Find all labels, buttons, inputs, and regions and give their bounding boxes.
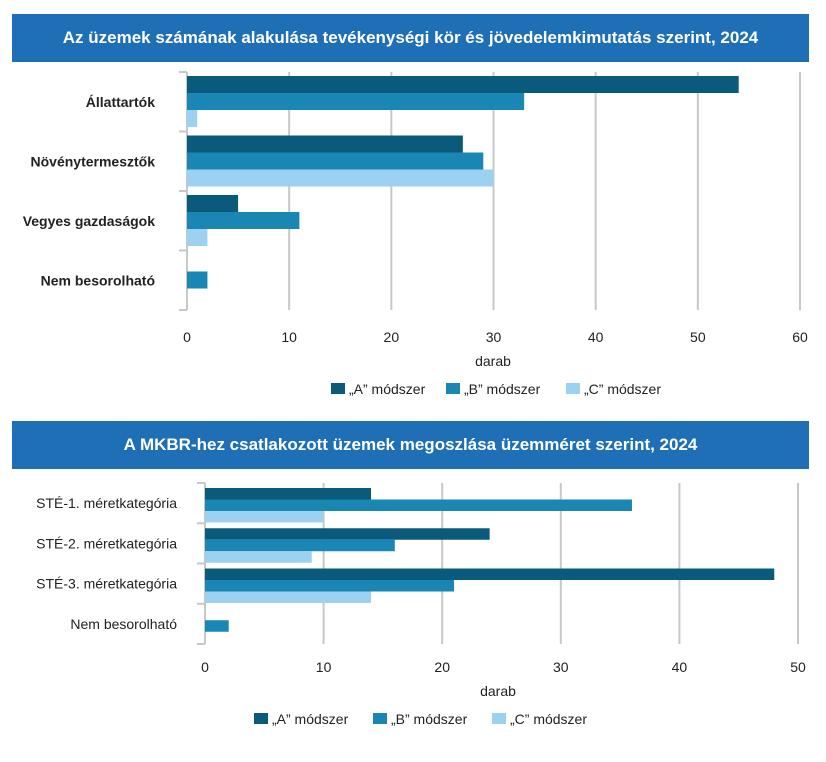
bar xyxy=(187,169,494,187)
bar xyxy=(205,539,395,552)
bar xyxy=(187,135,463,153)
category-label: STÉ-3. méretkategória xyxy=(36,576,177,592)
x-tick-label: 60 xyxy=(792,329,808,345)
x-tick-label: 50 xyxy=(690,329,706,345)
legend-swatch xyxy=(254,713,268,724)
legend-label: „B” módszer xyxy=(464,381,541,397)
chart2-plot: STÉ-1. méretkategória STÉ-2. méretkategór… xyxy=(36,482,806,727)
bar xyxy=(205,580,455,592)
category-label: STÉ-1. méretkategória xyxy=(36,495,177,511)
legend-swatch xyxy=(331,383,345,394)
x-tick-label: 20 xyxy=(384,329,400,345)
bar xyxy=(187,76,739,93)
x-axis-title: darab xyxy=(480,683,516,699)
legend-label: „C” módszer xyxy=(584,381,661,397)
x-tick-label: 20 xyxy=(434,659,450,675)
x-axis-title: darab xyxy=(475,353,511,369)
legend-swatch xyxy=(446,383,460,394)
chart1-title: Az üzemek számának alakulása tevékenység… xyxy=(12,14,809,62)
bar xyxy=(205,620,229,632)
legend-label: „C” módszer xyxy=(510,711,587,727)
x-tick-label: 50 xyxy=(790,659,806,675)
category-label: Állattartók xyxy=(86,94,155,110)
category-label: Vegyes gazdaságok xyxy=(23,213,156,229)
category-label: Növénytermesztők xyxy=(31,153,156,169)
chart2-title: A MKBR-hez csatlakozott üzemek megoszlás… xyxy=(12,421,809,469)
legend-swatch xyxy=(373,713,387,724)
bar xyxy=(187,93,525,110)
bar xyxy=(187,110,198,127)
x-tick-label: 40 xyxy=(588,329,604,345)
bar xyxy=(205,568,775,580)
bar xyxy=(187,212,300,229)
legend-label: „A” módszer xyxy=(272,711,349,727)
legend-label: „B” módszer xyxy=(391,711,468,727)
bar xyxy=(205,528,490,540)
bar xyxy=(187,195,239,212)
x-tick-label: 40 xyxy=(672,659,688,675)
bar xyxy=(205,511,324,523)
bar xyxy=(187,271,208,289)
category-label: Nem besorolható xyxy=(41,272,155,288)
x-tick-label: 0 xyxy=(201,659,209,675)
bar xyxy=(205,488,372,500)
bar xyxy=(205,551,312,563)
x-tick-label: 30 xyxy=(486,329,502,345)
legend-swatch xyxy=(492,713,506,724)
bar xyxy=(187,229,208,246)
category-label: Nem besorolható xyxy=(70,616,177,632)
x-tick-label: 10 xyxy=(316,659,332,675)
bar xyxy=(187,152,484,170)
legend-swatch xyxy=(566,383,580,394)
chart1-plot: Állattartók Növénytermesztők Vegyes gazdas… xyxy=(23,71,808,397)
legend-label: „A” módszer xyxy=(349,381,426,397)
category-label: STÉ-2. méretkategória xyxy=(36,535,177,551)
x-tick-label: 0 xyxy=(183,329,191,345)
bar xyxy=(205,591,372,603)
x-tick-label: 30 xyxy=(553,659,569,675)
x-tick-label: 10 xyxy=(281,329,297,345)
bar xyxy=(205,499,632,511)
